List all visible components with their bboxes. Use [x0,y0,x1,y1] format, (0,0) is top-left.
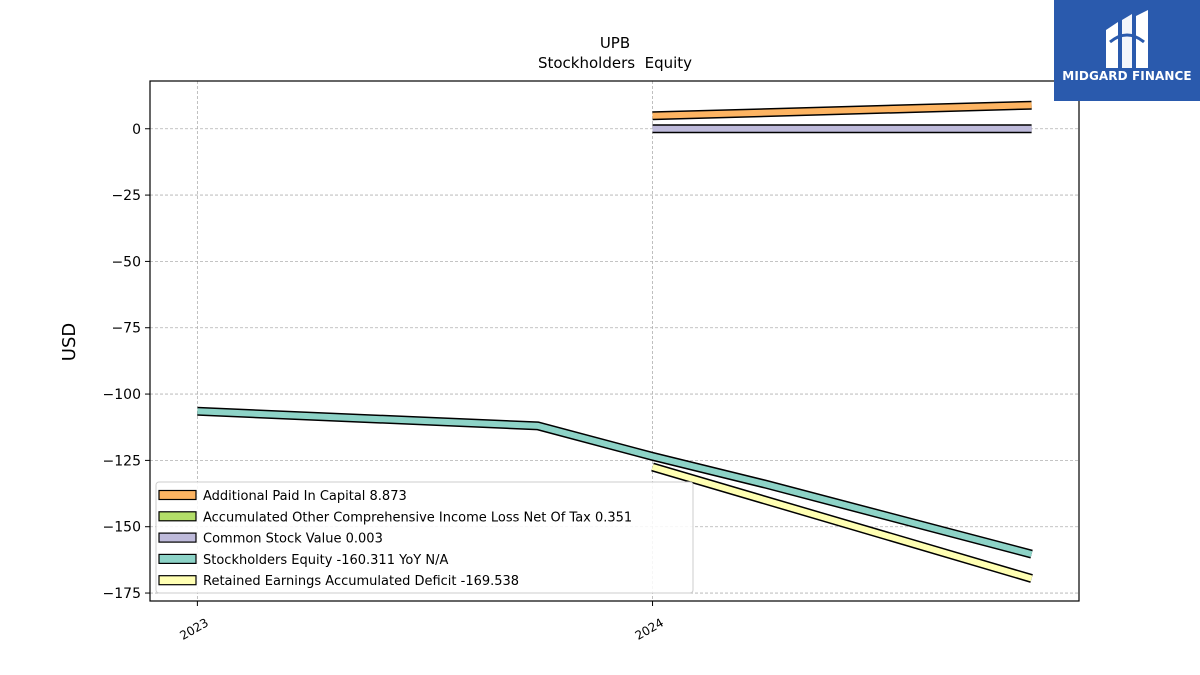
legend-swatch [158,575,197,586]
legend: Additional Paid In Capital 8.873 Accumula… [155,481,694,594]
legend-swatch [158,553,197,565]
x-tick-label: 2024 [633,615,666,642]
y-axis: 0 −25 −50 −75 −100 −125 −150 −175 [103,122,150,602]
series-line-retained-earnings-accumulated-deficit [651,464,1033,582]
x-tick-label: 2023 [177,615,210,642]
series-lines [197,100,1033,583]
legend-swatch [158,511,197,522]
y-tick-label: −25 [111,188,141,204]
y-tick-label: −50 [111,254,141,270]
series-line-additional-paid-in-capital [652,102,1032,119]
series-line-stockholders-equity [197,408,1033,558]
legend-swatch [158,489,197,501]
brand-logo: MIDGARD FINANCE [1054,0,1200,101]
y-tick-label: 0 [132,122,141,138]
midgard-logo-icon [1106,10,1148,68]
chart-subtitle: Stockholders Equity [538,54,692,72]
y-axis-label: USD [59,323,80,361]
y-tick-label: −150 [103,520,141,536]
y-tick-label: −175 [103,586,141,602]
chart-title: UPB [600,34,630,52]
x-axis: 2023 2024 [177,601,666,643]
y-tick-label: −100 [103,387,141,403]
legend-entry: Additional Paid In Capital 8.873 [203,489,407,504]
y-tick-label: −125 [103,453,141,469]
legend-entry: Stockholders Equity -160.311 YoY N/A [203,553,448,568]
plot-frame [149,80,1080,602]
grid-lines [150,81,1079,601]
legend-entry: Retained Earnings Accumulated Deficit -1… [203,574,519,589]
legend-box [155,481,694,594]
legend-entry: Accumulated Other Comprehensive Income L… [203,510,632,525]
y-tick-label: −75 [111,321,141,337]
legend-swatch [158,532,197,543]
legend-entry: Common Stock Value 0.003 [203,532,383,547]
brand-name: MIDGARD FINANCE [1062,69,1192,83]
